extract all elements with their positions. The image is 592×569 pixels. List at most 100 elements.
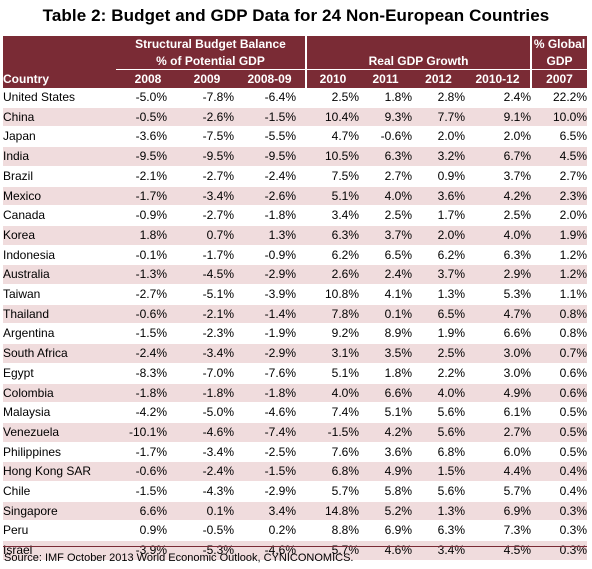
cell-value: 3.4% (412, 540, 466, 561)
cell-value: 10.8% (306, 284, 360, 305)
cell-value: 5.7% (306, 481, 360, 502)
cell-value: 0.3% (531, 501, 588, 522)
cell-value: -2.9% (234, 264, 307, 286)
cell-country: Chile (3, 481, 116, 502)
header-col-2009: 2009 (180, 69, 234, 88)
header-col-2008-09: 2008-09 (234, 69, 307, 88)
cell-value: 6.3% (306, 225, 360, 246)
cell-country: South Africa (3, 343, 116, 364)
cell-value: -7.4% (234, 422, 307, 443)
cell-value: 2.9% (465, 264, 532, 286)
cell-value: -9.5% (180, 146, 234, 167)
cell-value: 0.3% (531, 540, 588, 561)
cell-value: 5.8% (359, 481, 413, 502)
table-row: United States -5.0% -7.8% -6.4% 2.5% 1.8% 2.8%… (3, 88, 588, 108)
cell-value: 1.3% (234, 225, 307, 246)
cell-value: -0.5% (116, 107, 180, 128)
cell-value: 6.6% (465, 323, 532, 345)
table-row: Mexico -1.7% -3.4% -2.6% 5.1% 4.0% 3.6% 4.2% 2.3… (3, 186, 588, 207)
cell-value: -1.7% (116, 186, 180, 207)
cell-value: -1.5% (116, 481, 180, 502)
cell-value: 6.8% (306, 461, 360, 483)
cell-value: 1.2% (531, 245, 588, 266)
cell-value: -1.8% (116, 383, 180, 404)
source-note: Source: IMF October 2013 World Economic … (4, 552, 354, 564)
cell-country: Thailand (3, 304, 116, 325)
cell-value: -2.3% (180, 323, 234, 345)
cell-value: -2.5% (234, 442, 307, 463)
cell-value: -9.5% (116, 146, 180, 167)
header-col-2007: 2007 (530, 69, 588, 88)
cell-value: -3.4% (180, 186, 234, 207)
header-col-2010-12: 2010-12 (465, 69, 532, 88)
cell-value: -0.9% (234, 245, 307, 266)
cell-value: -2.1% (180, 304, 234, 325)
cell-country: Australia (3, 264, 116, 286)
cell-country: Korea (3, 225, 116, 246)
cell-value: -5.1% (180, 284, 234, 305)
cell-value: 1.8% (116, 225, 180, 246)
cell-value: 1.2% (531, 264, 588, 286)
cell-value: 0.8% (531, 304, 588, 325)
header-budget-group-line2: % of Potential GDP (116, 53, 307, 70)
cell-country: Brazil (3, 166, 116, 187)
cell-value: 6.8% (412, 442, 466, 463)
cell-value: 6.9% (359, 520, 413, 542)
cell-country: Taiwan (3, 284, 116, 305)
cell-value: 3.7% (359, 225, 413, 246)
cell-value: 0.5% (531, 442, 588, 463)
cell-value: 7.7% (412, 107, 466, 128)
cell-value: 2.4% (359, 264, 413, 286)
cell-value: -1.8% (234, 205, 307, 226)
header-gdp-group: Real GDP Growth (305, 53, 532, 70)
data-table: Structural Budget Balance % Global % of … (3, 36, 588, 561)
table-row: Singapore 6.6% 0.1% 3.4% 14.8% 5.2% 1.3% 6.9% 0.… (3, 501, 588, 522)
cell-value: -0.6% (116, 304, 180, 325)
cell-country: Indonesia (3, 245, 116, 266)
cell-country: India (3, 146, 116, 167)
cell-value: 3.4% (306, 205, 360, 226)
cell-value: -2.4% (116, 343, 180, 364)
cell-value: -2.7% (180, 205, 234, 226)
cell-value: 6.5% (359, 245, 413, 266)
cell-value: 6.9% (465, 501, 532, 522)
cell-value: 3.6% (359, 442, 413, 463)
cell-value: 2.8% (412, 88, 466, 108)
cell-value: 0.5% (531, 402, 588, 423)
cell-value: 2.0% (412, 126, 466, 148)
cell-value: 7.3% (465, 520, 532, 542)
table-row: Colombia -1.8% -1.8% -1.8% 4.0% 6.6% 4.0% 4.9% 0… (3, 383, 588, 404)
table-body: United States -5.0% -7.8% -6.4% 2.5% 1.8% 2.8%… (3, 88, 588, 561)
table-header: Structural Budget Balance % Global % of … (3, 36, 588, 88)
table-row: Israel -3.9% -5.3% -4.6% 5.7% 4.6% 3.4% 4.5% 0.3… (3, 540, 588, 561)
cell-value: -5.0% (116, 88, 180, 108)
cell-value: 3.7% (412, 264, 466, 286)
cell-value: 5.7% (465, 481, 532, 502)
cell-value: -7.0% (180, 363, 234, 384)
cell-value: 6.7% (465, 146, 532, 167)
table-row: Chile -1.5% -4.3% -2.9% 5.7% 5.8% 5.6% 5.7% 0.4% (3, 481, 588, 502)
cell-value: 0.3% (531, 520, 588, 542)
cell-country: United States (3, 88, 116, 108)
cell-value: 5.2% (359, 501, 413, 522)
cell-value: -4.6% (234, 402, 307, 423)
header-col-2010: 2010 (305, 69, 360, 88)
cell-value: 7.4% (306, 402, 360, 423)
cell-country: Canada (3, 205, 116, 226)
cell-value: 4.9% (465, 383, 532, 404)
table-title: Table 2: Budget and GDP Data for 24 Non-… (42, 6, 550, 25)
table-row: Australia -1.3% -4.5% -2.9% 2.6% 2.4% 3.7% 2.9%… (3, 264, 588, 286)
cell-value: 4.0% (306, 383, 360, 404)
table-row: Venezuela -10.1% -4.6% -7.4% -1.5% 4.2% 5.6% 2.… (3, 422, 588, 443)
cell-value: -1.7% (116, 442, 180, 463)
table-row: Malaysia -4.2% -5.0% -4.6% 7.4% 5.1% 5.6% 6.1% 0… (3, 402, 588, 423)
cell-value: -1.3% (116, 264, 180, 286)
cell-value: 4.6% (359, 540, 413, 561)
cell-value: -9.5% (234, 146, 307, 167)
cell-value: -2.7% (180, 166, 234, 187)
header-col-2008: 2008 (116, 69, 180, 88)
cell-value: -3.9% (234, 284, 307, 305)
cell-value: 4.2% (465, 186, 532, 207)
cell-value: -7.5% (180, 126, 234, 148)
cell-country: Argentina (3, 323, 116, 345)
